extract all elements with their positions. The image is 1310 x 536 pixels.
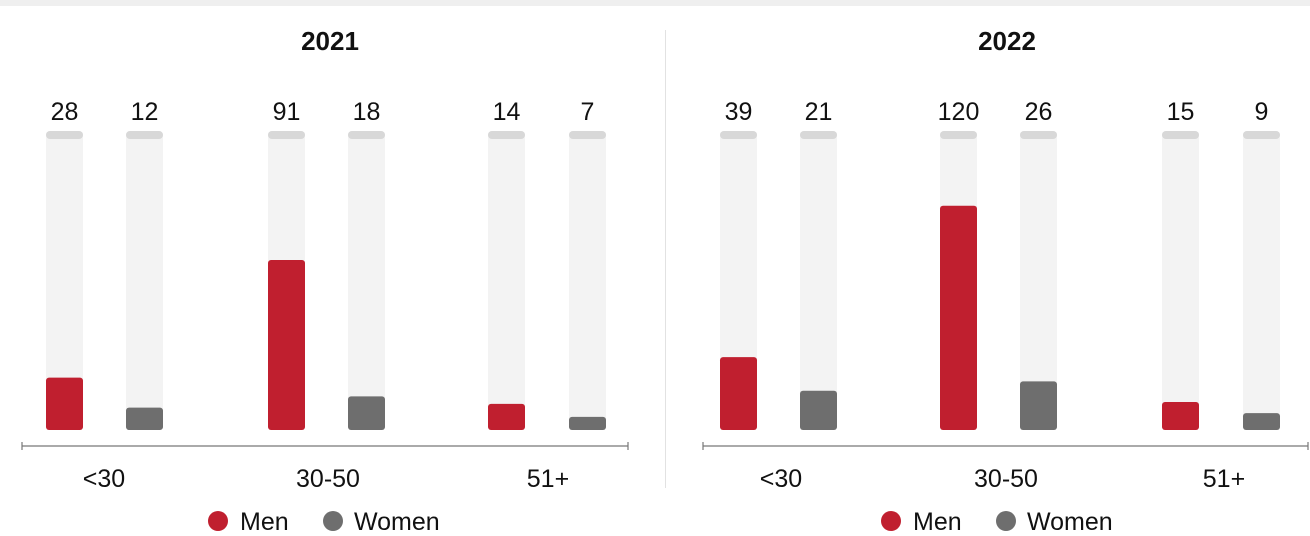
data-label-2021-men-0: 28: [51, 98, 79, 126]
bar-track-cap-2021-women-1: [348, 131, 385, 139]
bar-2022-men-2: [1162, 401, 1199, 430]
category-label-2022-0: <30: [760, 465, 802, 493]
chart-title-2021: 2021: [301, 26, 359, 56]
bar-2022-women-1: [1020, 381, 1057, 430]
category-label-2022-2: 51+: [1203, 465, 1245, 493]
bar-track-cap-2022-men-2: [1162, 131, 1199, 139]
bar-track-2022-women-2: [1243, 131, 1280, 430]
data-label-2021-women-1: 18: [353, 98, 381, 126]
bar-track-cap-2021-women-2: [569, 131, 606, 139]
bar-2021-men-0: [46, 377, 83, 430]
data-label-2021-women-0: 12: [131, 98, 159, 126]
legend-label-women-2021: Women: [354, 508, 440, 536]
bar-track-2022-men-2: [1162, 131, 1199, 430]
bar-track-2022-women-1: [1020, 131, 1057, 430]
legend-marker-men-2021: [208, 511, 228, 531]
bar-2022-men-1: [940, 205, 977, 430]
bar-track-2021-men-2: [488, 131, 525, 430]
bar-track-2021-men-0: [46, 131, 83, 430]
bar-2021-women-1: [348, 396, 385, 430]
bar-2021-women-2: [569, 416, 606, 430]
bar-track-cap-2022-women-0: [800, 131, 837, 139]
data-label-2022-men-1: 120: [938, 98, 980, 126]
bar-track-cap-2021-men-0: [46, 131, 83, 139]
legend-marker-women-2022: [996, 511, 1016, 531]
data-label-2022-men-2: 15: [1167, 98, 1195, 126]
legend-marker-women-2021: [323, 511, 343, 531]
category-label-2021-2: 51+: [527, 465, 569, 493]
bar-track-cap-2021-men-1: [268, 131, 305, 139]
legend-label-men-2022: Men: [913, 508, 962, 536]
legend-label-men-2021: Men: [240, 508, 289, 536]
data-label-2021-women-2: 7: [581, 98, 595, 126]
bar-2022-men-0: [720, 357, 757, 430]
data-label-2021-men-1: 91: [273, 98, 301, 126]
data-label-2022-men-0: 39: [725, 98, 753, 126]
chart-title-2022: 2022: [978, 26, 1036, 56]
legend-marker-men-2022: [881, 511, 901, 531]
bar-2021-men-2: [488, 403, 525, 430]
top-divider-line: [0, 0, 1310, 6]
category-label-2022-1: 30-50: [974, 465, 1038, 493]
bar-2021-men-1: [268, 259, 305, 430]
data-label-2022-women-2: 9: [1255, 98, 1269, 126]
bar-track-cap-2022-men-0: [720, 131, 757, 139]
data-label-2022-women-1: 26: [1025, 98, 1053, 126]
bar-track-cap-2022-men-1: [940, 131, 977, 139]
bar-track-cap-2022-women-2: [1243, 131, 1280, 139]
bar-track-2021-women-0: [126, 131, 163, 430]
bar-track-cap-2021-women-0: [126, 131, 163, 139]
bar-2022-women-2: [1243, 413, 1280, 430]
category-label-2021-0: <30: [83, 465, 125, 493]
data-label-2022-women-0: 21: [805, 98, 833, 126]
category-label-2021-1: 30-50: [296, 465, 360, 493]
data-label-2021-men-2: 14: [493, 98, 521, 126]
bar-2021-women-0: [126, 407, 163, 430]
bar-track-2022-men-0: [720, 131, 757, 430]
bar-track-cap-2022-women-1: [1020, 131, 1057, 139]
bar-track-2021-women-2: [569, 131, 606, 430]
bar-track-2021-women-1: [348, 131, 385, 430]
bar-track-cap-2021-men-2: [488, 131, 525, 139]
bar-2022-women-0: [800, 390, 837, 430]
panel-divider: [665, 30, 666, 488]
bar-track-2022-women-0: [800, 131, 837, 430]
legend-label-women-2022: Women: [1027, 508, 1113, 536]
